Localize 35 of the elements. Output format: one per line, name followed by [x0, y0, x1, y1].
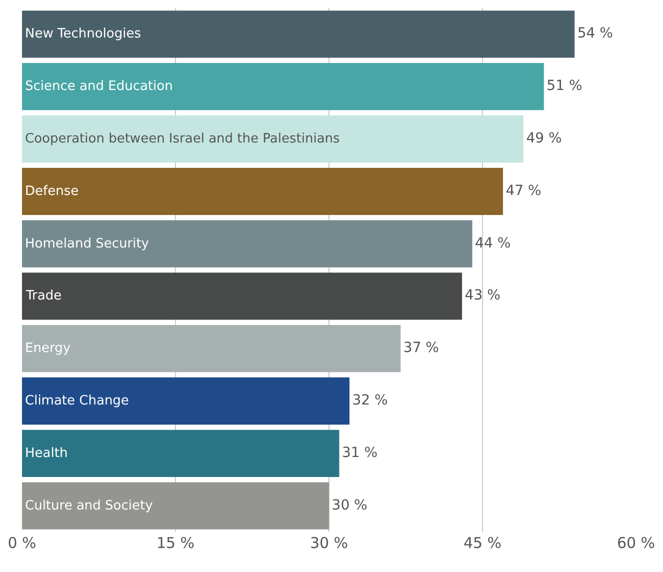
data-label: 32 %: [349, 392, 388, 408]
x-tick-label: 30 %: [310, 534, 348, 552]
data-label: 51 %: [544, 78, 582, 94]
data-label: 47 %: [502, 182, 542, 199]
data-label: 37 %: [400, 340, 440, 356]
x-tick-label: 15 %: [156, 534, 195, 552]
y-tick-label: Trade: [25, 288, 62, 304]
y-tick-label: Homeland Security: [25, 236, 150, 252]
y-tick-label: Science and Education: [25, 79, 173, 94]
bar: [22, 63, 544, 110]
y-tick-label: Cooperation between Israel and the Palestinians: [25, 132, 340, 146]
bar: [22, 482, 329, 530]
y-tick-label: Climate Change: [25, 394, 129, 408]
data-label: 44 %: [472, 235, 511, 252]
bar: [22, 168, 503, 215]
x-tick-label: 0 %: [8, 534, 36, 552]
data-label: 43 %: [462, 288, 500, 304]
bar: [22, 325, 401, 372]
data-label: 31 %: [339, 444, 378, 461]
bar: [22, 10, 575, 58]
x-tick-label: 45 %: [463, 534, 502, 552]
y-tick-label: Energy: [25, 341, 71, 356]
bar: [22, 272, 462, 320]
x-tick-label: 60 %: [616, 534, 656, 552]
data-label: 49 %: [523, 130, 562, 146]
y-tick-label: New Technologies: [25, 26, 142, 42]
y-tick-label: Health: [25, 446, 68, 461]
bar: [22, 115, 524, 163]
data-label: 54 %: [574, 26, 613, 42]
y-tick-label: Culture and Society: [25, 498, 154, 514]
y-tick-label: Defense: [25, 184, 79, 199]
bar: [22, 377, 350, 425]
bar: [22, 220, 472, 268]
bar: [22, 430, 340, 477]
data-label: 30 %: [329, 497, 368, 514]
